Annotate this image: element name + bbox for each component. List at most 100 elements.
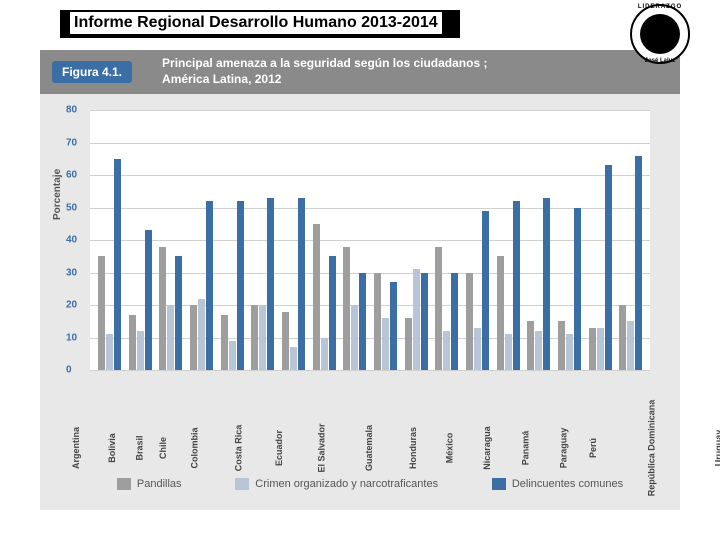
bar (114, 159, 121, 370)
country-group (523, 110, 554, 370)
bar (405, 318, 412, 370)
bar (513, 201, 520, 370)
country-group (554, 110, 585, 370)
gridline: 0 (90, 370, 650, 371)
bar (229, 341, 236, 370)
bar (474, 328, 481, 370)
bar (129, 315, 136, 370)
country-group (585, 110, 616, 370)
bar (175, 256, 182, 370)
country-group (462, 110, 493, 370)
legend-item-crimen: Crimen organizado y narcotraficantes (235, 478, 438, 490)
country-group (615, 110, 646, 370)
bar (137, 331, 144, 370)
bar (290, 347, 297, 370)
bar (159, 247, 166, 371)
bar (535, 331, 542, 370)
legend-item-pandillas: Pandillas (117, 478, 182, 490)
country-group (94, 110, 125, 370)
y-tick-label: 40 (66, 235, 77, 246)
bar (351, 305, 358, 370)
legend-item-delincuentes: Delincuentes comunes (492, 478, 623, 490)
bar (313, 224, 320, 370)
bar (635, 156, 642, 371)
bar (482, 211, 489, 370)
bar (497, 256, 504, 370)
country-group (155, 110, 186, 370)
logo-portrait (640, 14, 680, 54)
country-group (278, 110, 309, 370)
legend-label: Crimen organizado y narcotraficantes (255, 478, 438, 490)
bar (298, 198, 305, 370)
legend-swatch (235, 478, 249, 490)
legend: Pandillas Crimen organizado y narcotrafi… (90, 478, 650, 490)
bar (443, 331, 450, 370)
bar (390, 282, 397, 370)
country-group (370, 110, 401, 370)
bar (251, 305, 258, 370)
y-tick-label: 80 (66, 105, 77, 116)
y-tick-label: 60 (66, 170, 77, 181)
bar (167, 305, 174, 370)
country-group (217, 110, 248, 370)
bar (198, 299, 205, 371)
bar (558, 321, 565, 370)
logo-badge: LIDERAZGO José Laluz (630, 4, 690, 64)
country-group (125, 110, 156, 370)
x-tick-label: República Dominicana (647, 400, 720, 497)
bar (98, 256, 105, 370)
figure-badge: Figura 4.1. (52, 61, 132, 83)
bar (435, 247, 442, 371)
bar (566, 334, 573, 370)
chart-title-line2: América Latina, 2012 (162, 72, 281, 86)
y-tick-label: 0 (66, 365, 72, 376)
y-tick-label: 70 (66, 137, 77, 148)
bar (574, 208, 581, 371)
country-group (493, 110, 524, 370)
legend-label: Delincuentes comunes (512, 478, 623, 490)
bar (374, 273, 381, 371)
bar (221, 315, 228, 370)
bar (329, 256, 336, 370)
x-tick-label: Uruguay (713, 430, 720, 467)
bar (619, 305, 626, 370)
bar (627, 321, 634, 370)
chart-container: Figura 4.1. Principal amenaza a la segur… (40, 50, 680, 510)
page-title: Informe Regional Desarrollo Humano 2013-… (70, 12, 442, 34)
bar (343, 247, 350, 371)
bar (505, 334, 512, 370)
y-tick-label: 50 (66, 202, 77, 213)
bar (605, 165, 612, 370)
legend-swatch (117, 478, 131, 490)
bar (527, 321, 534, 370)
bar (543, 198, 550, 370)
logo-bottom-text: José Laluz (645, 58, 676, 64)
country-group (339, 110, 370, 370)
bar (359, 273, 366, 371)
legend-label: Pandillas (137, 478, 182, 490)
x-axis-labels: ArgentinaBoliviaBrasilChileColombiaCosta… (90, 372, 650, 452)
bar (106, 334, 113, 370)
plot-area: 01020304050607080 (90, 110, 650, 370)
bar (382, 318, 389, 370)
logo-top-text: LIDERAZGO (638, 4, 682, 10)
bar (597, 328, 604, 370)
country-group (431, 110, 462, 370)
bar (267, 198, 274, 370)
bar (451, 273, 458, 371)
legend-swatch (492, 478, 506, 490)
chart-title: Principal amenaza a la seguridad según l… (162, 56, 487, 87)
bar (413, 269, 420, 370)
country-group (247, 110, 278, 370)
bars-container (90, 110, 650, 370)
bar (190, 305, 197, 370)
country-group (186, 110, 217, 370)
y-tick-label: 10 (66, 332, 77, 343)
bar (282, 312, 289, 371)
chart-header: Figura 4.1. Principal amenaza a la segur… (40, 50, 680, 94)
y-axis-label: Porcentaje (52, 169, 63, 220)
bar (466, 273, 473, 371)
bar (589, 328, 596, 370)
chart-title-line1: Principal amenaza a la seguridad según l… (162, 56, 487, 70)
country-group (309, 110, 340, 370)
